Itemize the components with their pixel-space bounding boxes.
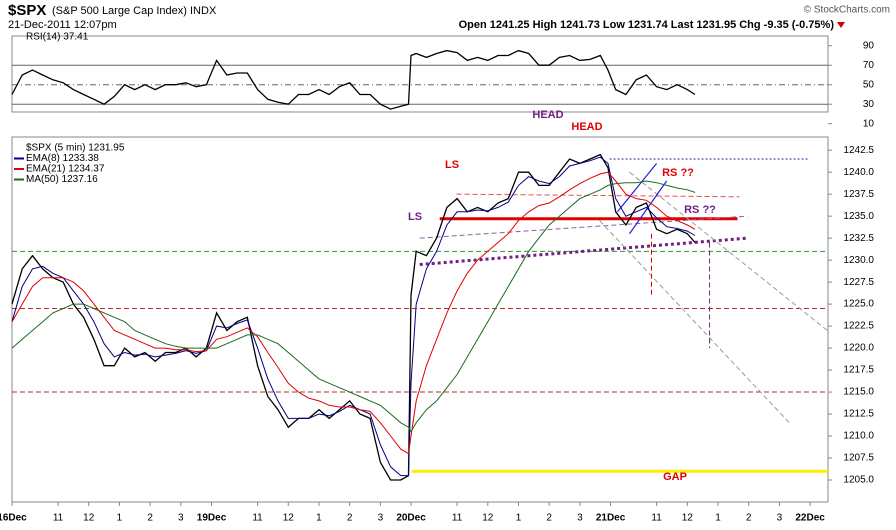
y-tick-label: 10: [863, 118, 875, 129]
annotation: HEAD: [571, 121, 602, 133]
trend-line: [617, 163, 658, 213]
series-line: [11, 49, 696, 110]
y-tick-label: 1222.5: [843, 321, 874, 332]
trend-line: [419, 215, 748, 239]
x-tick-label: 19Dec: [197, 513, 227, 524]
x-tick-label: 1: [516, 513, 522, 524]
y-tick-label: 1210.0: [843, 431, 874, 442]
series-line: [11, 153, 696, 481]
quote: Open 1241.25 High 1241.73 Low 1231.74 La…: [459, 19, 835, 31]
price-title: $SPX (5 min) 1231.95: [26, 143, 125, 154]
x-tick-label: 12: [83, 513, 95, 524]
x-tick-label: 3: [378, 513, 384, 524]
series-line: [11, 171, 696, 455]
y-tick-label: 1237.5: [843, 189, 874, 200]
x-tick-label: 12: [682, 513, 694, 524]
x-tick-label: 2: [546, 513, 552, 524]
series-line: [11, 180, 696, 433]
y-tick-label: 1235.0: [843, 211, 874, 222]
y-tick-label: 1230.0: [843, 255, 874, 266]
legend-label: EMA(21) 1234.37: [26, 164, 105, 175]
y-tick-label: 1205.0: [843, 475, 874, 486]
y-tick-label: 30: [863, 99, 875, 110]
y-tick-label: 1240.0: [843, 167, 874, 178]
credit: © StockCharts.com: [804, 5, 890, 16]
y-tick-label: 1217.5: [843, 365, 874, 376]
x-tick-label: 3: [178, 513, 184, 524]
legend-label: EMA(8) 1233.38: [26, 153, 99, 164]
series-line: [11, 156, 696, 477]
annotation: LS: [408, 211, 422, 223]
x-tick-label: 3: [577, 513, 583, 524]
legend-label: MA(50) 1237.16: [26, 174, 98, 185]
trend-line: [599, 220, 790, 424]
annotation: GAP: [663, 471, 687, 483]
trend-line: [629, 171, 828, 331]
y-tick-label: 1227.5: [843, 277, 874, 288]
x-tick-label: 2: [347, 513, 353, 524]
price-panel: [11, 136, 829, 503]
symbol: $SPX: [8, 2, 46, 19]
trend-line: [419, 236, 748, 267]
x-tick-label: 20Dec: [396, 513, 426, 524]
rsi-panel: [11, 35, 829, 113]
x-tick-label: 1: [715, 513, 721, 524]
y-tick-label: 1225.0: [843, 299, 874, 310]
y-tick-label: 90: [863, 40, 875, 51]
x-tick-label: 11: [53, 513, 64, 524]
y-tick-label: 1232.5: [843, 233, 874, 244]
x-tick-label: 3: [777, 513, 783, 524]
y-tick-label: 1207.5: [843, 453, 874, 464]
annotation: HEAD: [532, 109, 563, 121]
x-tick-label: 12: [283, 513, 295, 524]
x-tick-label: 11: [452, 513, 463, 524]
x-tick-label: 2: [746, 513, 752, 524]
annotation: RS ??: [684, 204, 716, 216]
x-tick-label: 21Dec: [596, 513, 626, 524]
x-tick-label: 2: [147, 513, 153, 524]
y-tick-label: 70: [863, 60, 875, 71]
rsi-title: RSI(14) 37.41: [26, 32, 89, 43]
date: 21-Dec-2011 12:07pm: [8, 19, 117, 31]
x-tick-label: 11: [651, 513, 662, 524]
y-tick-label: 1242.5: [843, 145, 874, 156]
x-tick-label: 1: [316, 513, 322, 524]
trend-line: [456, 193, 740, 198]
y-tick-label: 1220.0: [843, 343, 874, 354]
y-tick-label: 50: [863, 79, 875, 90]
x-tick-label: 12: [482, 513, 494, 524]
x-tick-label: 16Dec: [0, 513, 27, 524]
x-tick-label: 22Dec: [795, 513, 825, 524]
y-tick-label: 1215.0: [843, 387, 874, 398]
y-tick-label: 1212.5: [843, 409, 874, 420]
x-tick-label: 11: [252, 513, 263, 524]
index-name: (S&P 500 Large Cap Index) INDX: [52, 5, 217, 17]
annotation: RS ??: [662, 167, 694, 179]
x-tick-label: 1: [117, 513, 123, 524]
annotation: LS: [445, 159, 459, 171]
down-arrow: [837, 22, 845, 28]
